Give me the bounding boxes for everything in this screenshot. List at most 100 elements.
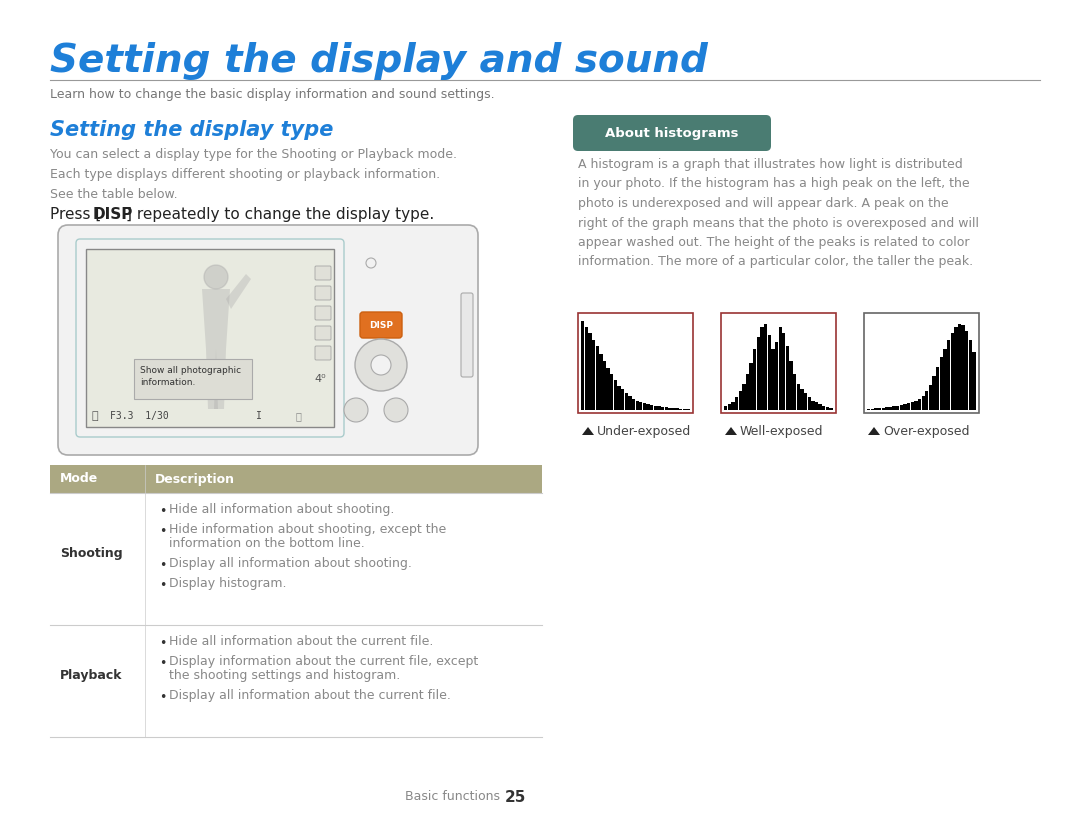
Bar	[961, 325, 964, 410]
Text: Setting the display and sound: Setting the display and sound	[50, 42, 707, 80]
Text: •: •	[159, 657, 166, 670]
FancyBboxPatch shape	[360, 312, 402, 338]
Text: Press [: Press [	[50, 207, 102, 222]
Bar	[955, 328, 958, 410]
Bar	[669, 408, 672, 410]
Circle shape	[366, 258, 376, 268]
Circle shape	[384, 398, 408, 422]
Bar	[900, 405, 903, 410]
Text: ⬜: ⬜	[296, 411, 302, 421]
Text: 25: 25	[505, 790, 526, 804]
Text: Hide information about shooting, except the: Hide information about shooting, except …	[168, 523, 446, 536]
Text: Mode: Mode	[60, 473, 98, 486]
Text: You can select a display type for the Shooting or Playback mode.
Each type displ: You can select a display type for the Sh…	[50, 148, 457, 201]
FancyBboxPatch shape	[315, 306, 330, 320]
Text: Display all information about shooting.: Display all information about shooting.	[168, 557, 411, 570]
FancyBboxPatch shape	[58, 225, 478, 455]
Bar	[624, 393, 627, 410]
Bar	[774, 342, 779, 410]
Bar	[50, 465, 542, 493]
Bar	[584, 328, 588, 410]
Bar	[926, 391, 929, 410]
Bar	[632, 399, 635, 410]
Text: Under-exposed: Under-exposed	[597, 425, 691, 438]
Bar	[881, 408, 885, 410]
Bar	[814, 403, 819, 410]
Bar	[750, 363, 753, 410]
Text: •: •	[159, 637, 166, 650]
Bar	[950, 333, 954, 410]
Text: ] repeatedly to change the display type.: ] repeatedly to change the display type.	[126, 207, 434, 222]
Bar	[940, 357, 943, 410]
Bar	[969, 340, 972, 410]
Bar	[867, 409, 870, 410]
Bar	[910, 403, 914, 410]
Bar	[603, 361, 606, 410]
Bar	[793, 374, 796, 410]
Bar	[886, 408, 889, 410]
Bar	[721, 313, 836, 413]
Bar	[958, 324, 961, 410]
Bar	[760, 328, 764, 410]
Polygon shape	[206, 349, 218, 409]
Bar	[672, 408, 675, 410]
Bar	[739, 391, 742, 410]
Bar	[918, 399, 921, 410]
Bar	[679, 409, 683, 410]
Bar	[731, 402, 734, 410]
Bar	[683, 409, 686, 410]
Text: Well-exposed: Well-exposed	[740, 425, 824, 438]
Bar	[650, 405, 653, 410]
Bar	[578, 313, 693, 413]
Bar	[779, 328, 782, 410]
Bar	[742, 384, 745, 410]
Bar	[870, 409, 874, 410]
Bar	[786, 346, 789, 410]
Text: DISP: DISP	[369, 320, 393, 329]
FancyBboxPatch shape	[315, 266, 330, 280]
Text: •: •	[159, 691, 166, 704]
Bar	[610, 374, 613, 410]
Bar	[782, 333, 785, 410]
Text: Over-exposed: Over-exposed	[883, 425, 970, 438]
Bar	[771, 349, 774, 410]
Text: 4⁰: 4⁰	[314, 374, 326, 384]
Bar	[921, 396, 924, 410]
Bar	[734, 397, 739, 410]
Bar	[589, 333, 592, 410]
Bar	[753, 349, 756, 410]
Bar	[643, 403, 646, 410]
Polygon shape	[202, 289, 230, 349]
Bar	[896, 406, 900, 410]
Bar	[658, 406, 661, 410]
Text: About histograms: About histograms	[605, 126, 739, 139]
Bar	[724, 406, 727, 410]
Text: Basic functions: Basic functions	[405, 791, 500, 804]
FancyBboxPatch shape	[315, 346, 330, 360]
Text: 📷: 📷	[91, 411, 97, 421]
Bar	[757, 337, 760, 410]
Text: Shooting: Shooting	[60, 548, 123, 561]
Bar	[639, 403, 643, 410]
Text: A histogram is a graph that illustrates how light is distributed
in your photo. : A histogram is a graph that illustrates …	[578, 158, 978, 268]
Bar	[661, 408, 664, 410]
Bar	[599, 354, 603, 410]
Bar	[618, 385, 621, 410]
Text: •: •	[159, 559, 166, 572]
Text: information on the bottom line.: information on the bottom line.	[168, 537, 365, 550]
Text: DISP: DISP	[93, 207, 133, 222]
Bar	[936, 367, 940, 410]
Bar	[134, 359, 252, 399]
FancyBboxPatch shape	[315, 326, 330, 340]
Bar	[797, 384, 800, 410]
Text: Description: Description	[156, 473, 235, 486]
Polygon shape	[582, 427, 594, 435]
Bar	[903, 404, 907, 410]
Bar	[829, 408, 833, 410]
Text: Display all information about the current file.: Display all information about the curren…	[168, 689, 450, 702]
Bar	[929, 385, 932, 410]
Text: Display information about the current file, except: Display information about the current fi…	[168, 655, 478, 668]
Text: Hide all information about shooting.: Hide all information about shooting.	[168, 503, 394, 516]
Bar	[800, 390, 804, 410]
Bar	[878, 408, 881, 410]
